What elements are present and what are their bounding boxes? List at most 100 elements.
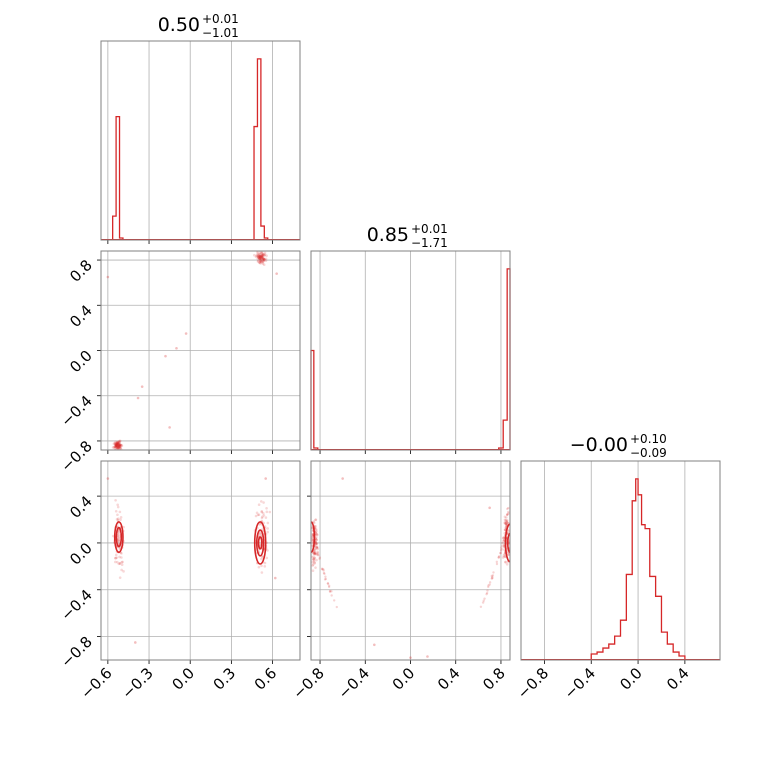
scatter-x2x3-arc-1-point: [497, 555, 501, 558]
title-x2-value: 0.85: [367, 224, 409, 246]
scatter-x1x2-cluster-0-point: [256, 256, 260, 259]
scatter-x2x3-arc-1-point: [492, 571, 495, 574]
scatter-x1x2-cluster-0-point: [259, 259, 262, 262]
scatter-x2x3-cluster-0-point: [314, 525, 317, 528]
scatter-x1x2-cluster-0-point: [252, 253, 256, 257]
scatter-x1x2-cluster-0-point: [263, 253, 267, 256]
scatter-x2x3-arc-1-point: [488, 581, 492, 584]
scatter-x2x3-cluster-0-point: [315, 533, 319, 536]
scatter-x2x3-cluster-0-point: [315, 538, 318, 542]
scatter-x1x2-cluster-1-point: [114, 443, 118, 446]
scatter-x2x3-cluster-1-point: [505, 523, 509, 526]
scatter-x1x2-cluster-0-point: [259, 259, 263, 263]
scatter-x1x2-outlier-4: [140, 385, 144, 388]
scatter-x2x3-cluster-1-point: [504, 522, 508, 526]
scatter-x1x2-cluster-0-point: [259, 255, 263, 259]
scatter-x2x3-cluster-1-point: [501, 536, 505, 540]
scatter-x2x3-arc-0-point: [318, 557, 321, 561]
scatter-x2x3-arc-0-point: [315, 545, 319, 549]
scatter-x1x2-cluster-1-point: [115, 441, 119, 445]
scatter-x1x3-cluster-1-point: [265, 507, 268, 510]
scatter-x1x2-cluster-1-point: [117, 444, 120, 447]
scatter-x1x2-cluster-0-point: [261, 252, 265, 256]
scatter-x1x2-ytick-label-2: 0.0: [66, 347, 96, 377]
scatter-x2x3-cluster-0-point: [312, 558, 315, 561]
scatter-x2x3-arc-1-point: [497, 556, 500, 559]
scatter-x1x3-cluster-1-point: [260, 564, 263, 568]
scatter-x1x2-cluster-1-point: [118, 443, 121, 446]
scatter-x2x3-arc-0-point: [315, 546, 319, 549]
scatter-x2x3-arc-1-point: [500, 546, 503, 549]
title-x1-value: 0.50: [158, 14, 200, 36]
scatter-x1x2-cluster-1-point: [116, 442, 120, 446]
scatter-x1x3-cluster-1-point: [266, 521, 270, 525]
scatter-x2x3-arc-1-point: [487, 585, 490, 589]
scatter-x1x2-cluster-1-point: [114, 444, 118, 448]
scatter-x1x2-cluster-0-point: [260, 251, 263, 255]
scatter-x2x3-cluster-0-point: [314, 537, 318, 541]
scatter-x1x2-cluster-0-point: [258, 260, 262, 264]
scatter-x1x3-cluster-0-point: [120, 563, 124, 566]
scatter-x2x3-frame: [310, 460, 511, 661]
scatter-x2x3-cluster-1-point: [503, 515, 507, 519]
scatter-x1x2-cluster-1-point: [115, 446, 119, 449]
scatter-x2x3-contour-2: [506, 532, 510, 554]
scatter-x2x3-cluster-1-point: [502, 535, 506, 539]
scatter-x2x3-cluster-0-point: [315, 530, 318, 533]
scatter-x2x3-cluster-1-point: [507, 530, 510, 533]
scatter-x2x3-outlier-1: [373, 643, 376, 647]
scatter-x1x2-cluster-1-point: [117, 440, 121, 444]
scatter-x2x3-cluster-1-point: [503, 528, 507, 532]
scatter-x1x3-cluster-0-point: [114, 556, 117, 560]
scatter-x1x3-cluster-0-point: [116, 505, 120, 509]
scatter-x2x3-arc-1-point: [507, 512, 510, 515]
scatter-x2x3-arc-0-point: [318, 556, 322, 559]
histogram-panel-x2: [310, 250, 511, 454]
scatter-x1x3-ytick-label-2: 0.0: [66, 539, 96, 569]
scatter-x1x3-xtick-label-1: −0.3: [118, 664, 156, 702]
scatter-x1x3-cluster-0-point: [117, 539, 120, 543]
scatter-x2x3-arc-0-point: [316, 552, 319, 556]
scatter-x1x2-ytick-label-4: 0.8: [66, 256, 96, 286]
scatter-x2x3-cluster-1-point: [501, 556, 505, 559]
scatter-x1x2-cluster-1-point: [118, 445, 121, 449]
scatter-x1x2-cluster-1-point: [117, 446, 121, 450]
scatter-x2x3-cluster-0-point: [313, 552, 317, 556]
scatter-x1x2-cluster-0-point: [258, 257, 262, 260]
scatter-x1x2-cluster-0-point: [262, 258, 266, 262]
scatter-x2x3-cluster-0-point: [315, 528, 318, 532]
scatter-x1x2-outlier-2: [164, 354, 167, 358]
scatter-x1x2-cluster-1-point: [115, 446, 119, 450]
scatter-x1x2-cluster-0-point: [258, 254, 262, 258]
scatter-x2x3-cluster-0-point: [311, 539, 314, 543]
scatter-x1x2-cluster-0-point: [256, 257, 259, 260]
scatter-x1x3-cluster-0-point: [114, 498, 117, 502]
scatter-x1x2-cluster-1-point: [116, 442, 119, 446]
scatter-x1x3-cluster-0-point: [117, 531, 120, 534]
scatter-x1x3-cluster-0-point: [120, 568, 123, 572]
scatter-x2x3-arc-0-point: [326, 582, 330, 585]
scatter-x1x3-outlier-0: [106, 477, 110, 480]
scatter-x1x3-cluster-0-point: [120, 556, 123, 559]
histogram-panel-x1: [100, 40, 301, 244]
scatter-x1x2-cluster-0-point: [263, 257, 266, 261]
scatter-x1x3-cluster-0-point: [111, 534, 115, 538]
scatter-x1x2-cluster-0-point: [256, 255, 260, 259]
scatter-x2x3-arc-1-point: [482, 599, 485, 602]
scatter-x2x3-arc-0-point: [327, 585, 331, 589]
scatter-x1x3-points: [106, 477, 277, 644]
scatter-x1x3-cluster-1-point: [260, 571, 264, 574]
scatter-x1x2-cluster-1-point: [120, 443, 123, 447]
scatter-x1x3-cluster-1-point: [260, 516, 264, 520]
title-x3-plus: +0.10: [630, 432, 667, 446]
scatter-x1x3-outlier-2: [273, 576, 277, 580]
scatter-x1x2-cluster-1-point: [118, 443, 122, 447]
scatter-x1x3-cluster-0-point: [114, 556, 117, 560]
scatter-x1x2-cluster-1-point: [118, 447, 122, 450]
scatter-x2x3-cluster-0-point: [313, 561, 316, 564]
scatter-x2x3-arc-0-point: [316, 546, 319, 550]
scatter-x1x2-cluster-1-point: [115, 444, 118, 447]
scatter-x1x2-cluster-1-point: [116, 446, 120, 449]
title-x1-plus: +0.01: [202, 12, 239, 26]
